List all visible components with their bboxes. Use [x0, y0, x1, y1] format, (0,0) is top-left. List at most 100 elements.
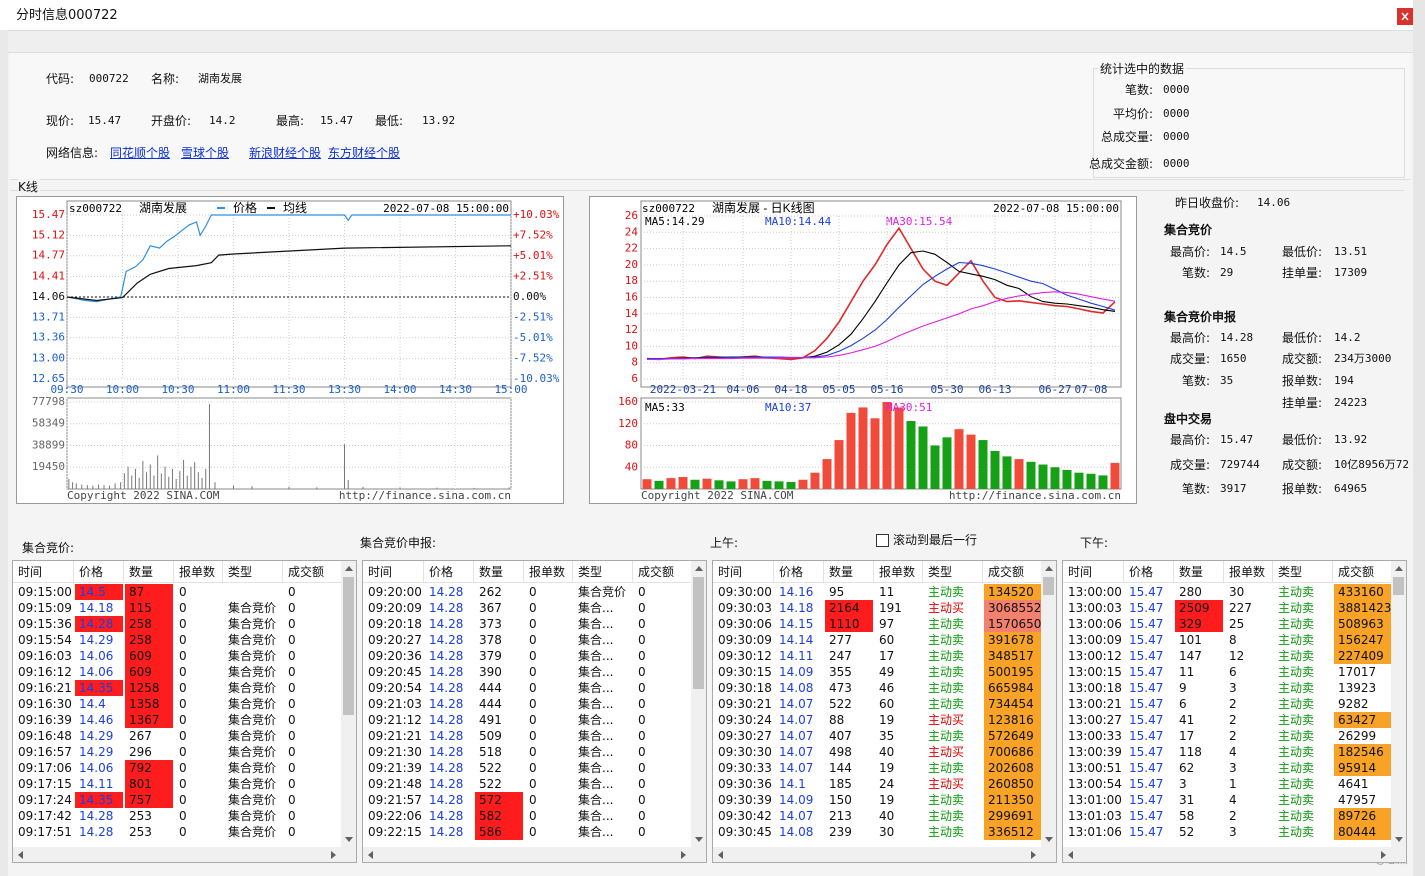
- v-scroll-thumb[interactable]: [343, 577, 354, 715]
- scroll-arrow-up[interactable]: [1045, 566, 1053, 571]
- table-cell: 1110: [825, 616, 873, 632]
- summary-label: 最高价:: [1169, 331, 1210, 345]
- table-cell: 14.16: [779, 585, 814, 599]
- table-cell: 0: [638, 633, 646, 647]
- scroll-arrow-right[interactable]: [681, 851, 686, 859]
- scroll-arrow-right[interactable]: [331, 851, 336, 859]
- table-cell: 49: [879, 665, 895, 679]
- summary-value: 14.2: [1334, 331, 1361, 344]
- web-link[interactable]: 同花顺个股: [110, 146, 171, 160]
- table-cell: 09:17:42: [18, 809, 72, 823]
- scroll-arrow-down[interactable]: [1395, 837, 1403, 842]
- table-cell: 0: [638, 745, 646, 759]
- table-cell: 集合竞价: [228, 617, 277, 631]
- table-cell: 89726: [1334, 808, 1392, 824]
- table-cell: 4641: [1338, 777, 1369, 791]
- table-cell: 09:15:54: [18, 633, 72, 647]
- scroll-arrow-up[interactable]: [1395, 566, 1403, 571]
- table-cell: 09:30:24: [718, 713, 772, 727]
- table-cell: 0: [288, 633, 296, 647]
- table-cell: 15.47: [1129, 697, 1164, 711]
- copyright: Copyright 2022 SINA.COM: [67, 489, 220, 502]
- table-cell: 14.28: [75, 616, 123, 632]
- table-cell: 13:01:03: [1068, 809, 1122, 823]
- table-cell: 2509: [1175, 600, 1223, 616]
- table-cell: 14.06: [79, 649, 114, 663]
- table-cell: 主动买: [928, 745, 965, 759]
- table-cell: 147: [1179, 649, 1202, 663]
- scroll-arrow-left[interactable]: [18, 851, 23, 859]
- column-header: 价格: [774, 561, 824, 583]
- table-cell: 80444: [1334, 824, 1392, 840]
- x-tick-label: 05-05: [822, 383, 855, 396]
- volume-bar: [1110, 462, 1120, 489]
- v-scroll-thumb[interactable]: [1043, 577, 1054, 595]
- table-cell: 09:30:03: [718, 601, 772, 615]
- table-cell: 0: [529, 713, 537, 727]
- x-tick-label: 15:00: [494, 383, 527, 396]
- table-cell: 390: [479, 665, 502, 679]
- table-cell: 336512: [984, 824, 1042, 840]
- table-cell: 09:20:18: [368, 617, 422, 631]
- table-cell: 14.1: [779, 777, 806, 791]
- volume-bar: [1098, 475, 1108, 489]
- volume-tick-label: 80: [625, 439, 638, 452]
- close-button[interactable]: [1397, 8, 1413, 25]
- scroll-checkbox-label[interactable]: 滚动到最后一行: [893, 533, 978, 547]
- scroll-arrow-down[interactable]: [345, 837, 353, 842]
- y-tick-label: 8: [631, 356, 638, 369]
- table-cell: 主动卖: [1278, 809, 1315, 823]
- scroll-arrow-left[interactable]: [368, 851, 373, 859]
- table-cell: 202608: [984, 760, 1042, 776]
- table-cell: 0: [288, 649, 296, 663]
- scroll-arrow-down[interactable]: [695, 837, 703, 842]
- table-cell: 14.11: [79, 777, 114, 791]
- v-scroll-thumb[interactable]: [693, 577, 704, 689]
- scroll-arrow-right[interactable]: [1381, 851, 1386, 859]
- table-cell: 09:21:03: [368, 697, 422, 711]
- scroll-arrow-left[interactable]: [1068, 851, 1073, 859]
- scroll-arrow-right[interactable]: [1031, 851, 1036, 859]
- web-link[interactable]: 雪球个股: [181, 146, 230, 160]
- table-cell: 582: [475, 808, 523, 824]
- web-link[interactable]: 东方财经个股: [328, 146, 401, 160]
- scroll-checkbox[interactable]: [876, 534, 889, 547]
- table-cell: 373: [479, 617, 502, 631]
- table-cell: 09:17:15: [18, 777, 72, 791]
- table-cell: 主动卖: [928, 761, 965, 775]
- volume-bar: [738, 479, 748, 489]
- scroll-arrow-up[interactable]: [695, 566, 703, 571]
- stock-code: sz000722: [642, 202, 695, 215]
- table-cell: 0: [529, 649, 537, 663]
- table-cell: 0: [288, 601, 296, 615]
- table-cell: 3881423: [1334, 600, 1392, 616]
- table-cell: 主动卖: [1278, 777, 1315, 791]
- table-cell: 123816: [984, 712, 1042, 728]
- prev-close-value: 14.06: [1257, 196, 1291, 209]
- table-cell: 集合...: [578, 617, 614, 631]
- table-cell: 62: [1179, 761, 1195, 775]
- summary-label: 笔数:: [1181, 482, 1210, 496]
- scroll-arrow-up[interactable]: [345, 566, 353, 571]
- table-cell: 09:22:15: [368, 825, 422, 839]
- table-cell: 1358: [125, 696, 173, 712]
- table-cell: 47957: [1338, 793, 1377, 807]
- v-scroll-thumb[interactable]: [1393, 577, 1404, 595]
- info-label: 最低:: [375, 114, 404, 128]
- table-cell: 0: [288, 745, 296, 759]
- column-header: 数量: [1174, 561, 1224, 583]
- scroll-arrow-left[interactable]: [718, 851, 723, 859]
- scroll-arrow-down[interactable]: [1045, 837, 1053, 842]
- summary-value: 15.47: [1220, 433, 1254, 446]
- table-cell: 253: [129, 825, 152, 839]
- table-cell: 13:00:15: [1068, 665, 1122, 679]
- table-cell: 集合竞价: [228, 697, 277, 711]
- table-cell: 3068552: [984, 600, 1042, 616]
- table-cell: 15.47: [1129, 793, 1164, 807]
- column-header: 成交额: [1333, 561, 1393, 583]
- info-value: 湖南发展: [198, 72, 242, 85]
- table-cell: 355: [829, 665, 852, 679]
- web-link[interactable]: 新浪财经个股: [249, 146, 322, 160]
- x-tick-label: 05-30: [930, 383, 963, 396]
- table-label: 集合竞价申报:: [360, 536, 437, 550]
